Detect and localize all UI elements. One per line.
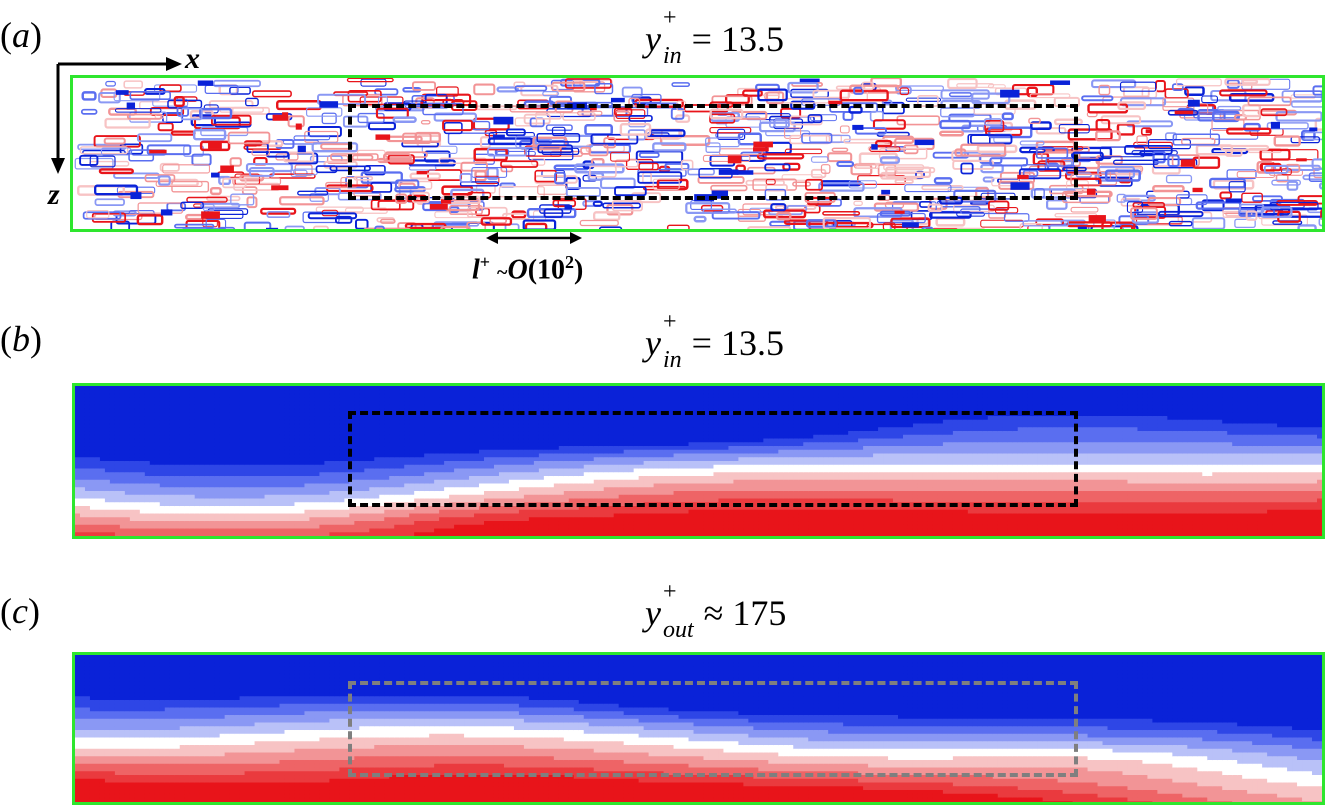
scale-arrow — [486, 232, 582, 244]
panel-title-b: y + in = 13.5 — [645, 309, 784, 373]
panel-label-a: (a) — [0, 14, 42, 56]
panel-label-b: (b) — [0, 318, 42, 360]
panel-b-plot — [72, 383, 1325, 539]
region-box-b — [348, 411, 1078, 507]
region-box-c — [348, 681, 1078, 777]
filled-field-c — [75, 655, 1322, 802]
panel-title-c: y + out ≈ 175 — [645, 579, 786, 643]
panel-c-plot — [72, 652, 1325, 805]
x-axis-label: x — [185, 42, 200, 76]
scale-label: l+ ~O(102) — [472, 252, 583, 286]
region-box-a — [348, 104, 1078, 200]
axis-arrows — [51, 57, 182, 174]
filled-field-b — [75, 386, 1322, 536]
panel-title-a: y + in = 13.5 — [645, 5, 784, 69]
z-axis-label: z — [48, 178, 60, 212]
panel-label-c: (c) — [0, 590, 40, 632]
